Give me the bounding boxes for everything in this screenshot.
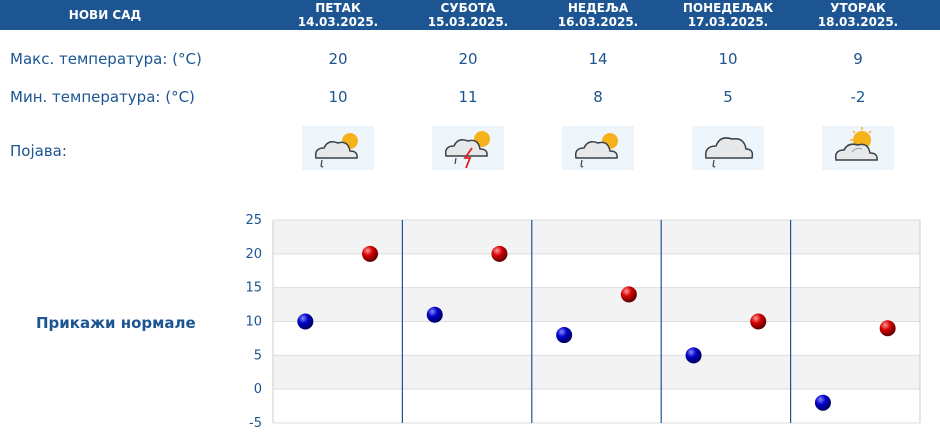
grid-band [273,389,920,423]
y-tick-label: 10 [245,315,262,330]
y-tick-label: 0 [254,382,262,397]
grid-band [273,321,920,356]
forecast-header: НОВИ САД ПЕТАК 14.03.2025. СУБОТА 15.03.… [0,0,940,30]
cloud-rain-icon [692,126,764,170]
grid-band [273,220,920,254]
min-temp-point [814,394,831,411]
sun-cloud-rain-icon [562,126,634,170]
grid-band [273,287,920,322]
day-header-1: ПЕТАК 14.03.2025. [273,1,403,29]
y-tick-label: 20 [245,247,262,262]
sun-cloud-rain-icon [302,126,374,170]
day-date: 16.03.2025. [557,15,639,29]
y-tick-label: 25 [245,213,262,228]
y-tick-label: -5 [249,416,262,431]
sun-cloud-thunder-icon [432,126,504,170]
day-date: 18.03.2025. [817,15,899,29]
max-temp-value: 14 [588,50,608,68]
phenomenon-label: Појава: [10,142,67,160]
day-name: ПЕТАК [315,1,361,15]
max-temp-point [750,313,767,330]
grid-band [273,355,920,390]
min-temp-label: Мин. температура: (°C) [10,88,195,106]
y-tick-label: 15 [245,281,262,296]
y-tick-label: 5 [254,348,262,363]
day-date: 15.03.2025. [427,15,509,29]
day-date: 17.03.2025. [687,15,769,29]
max-temp-value: 20 [328,50,348,68]
min-temp-value: 8 [593,88,603,106]
min-temp-value: 10 [328,88,348,106]
min-temp-point [685,347,702,364]
max-temp-point [362,245,379,262]
day-name: НЕДЕЉА [567,1,629,15]
max-temp-value: 9 [853,50,863,68]
min-temp-value: 11 [458,88,478,106]
show-normals-link[interactable]: Прикажи нормале [36,314,196,332]
min-temp-value: -2 [850,88,866,106]
max-temp-value: 10 [718,50,738,68]
sun-cloud-icon [822,126,894,170]
min-temp-point [426,306,443,323]
day-name: УТОРАК [830,1,886,15]
day-name: ПОНЕДЕЉАК [682,1,774,15]
max-temp-point [620,286,637,303]
max-temp-point [491,245,508,262]
grid-band [273,253,920,288]
day-name: СУБОТА [440,1,496,15]
min-temp-point [556,327,573,344]
day-header-4: ПОНЕДЕЉАК 17.03.2025. [663,1,793,29]
city-name: НОВИ САД [68,8,142,22]
max-temp-label: Макс. температура: (°C) [10,50,202,68]
temperature-chart: 25 20 15 10 5 0 -5 [245,213,921,431]
day-header-2: СУБОТА 15.03.2025. [403,1,533,29]
day-header-5: УТОРАК 18.03.2025. [793,1,923,29]
min-temp-value: 5 [723,88,733,106]
day-header-3: НЕДЕЉА 16.03.2025. [533,1,663,29]
min-temp-point [297,313,314,330]
max-temp-value: 20 [458,50,478,68]
max-temp-point [879,320,896,337]
day-date: 14.03.2025. [297,15,379,29]
